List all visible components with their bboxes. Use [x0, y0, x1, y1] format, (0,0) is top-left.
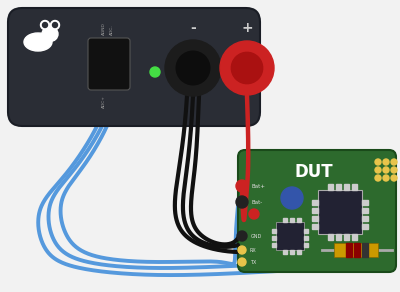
Circle shape [165, 40, 221, 96]
Circle shape [238, 258, 246, 266]
Bar [362, 224, 368, 229]
Circle shape [281, 187, 303, 209]
Circle shape [391, 159, 397, 165]
Ellipse shape [42, 27, 58, 41]
Circle shape [237, 231, 247, 241]
Bar [328, 184, 333, 190]
Ellipse shape [24, 33, 52, 51]
Bar [352, 234, 357, 240]
Bar [346, 243, 352, 257]
Bar [354, 243, 360, 257]
Circle shape [236, 196, 248, 208]
Bar [312, 224, 318, 229]
Bar [290, 218, 294, 222]
Circle shape [249, 209, 259, 219]
Bar [318, 190, 362, 234]
Bar [344, 184, 349, 190]
Text: -: - [190, 21, 196, 35]
Bar [297, 250, 301, 254]
Circle shape [375, 167, 381, 173]
Text: Bat-: Bat- [252, 199, 263, 204]
Bar [304, 229, 308, 233]
Bar [276, 222, 304, 250]
Bar [272, 243, 276, 247]
Bar [283, 218, 287, 222]
Circle shape [40, 20, 50, 29]
Text: Bat+: Bat+ [252, 183, 266, 189]
Bar [304, 236, 308, 240]
Circle shape [52, 22, 58, 27]
Circle shape [231, 52, 263, 84]
Bar [297, 218, 301, 222]
Bar [362, 208, 368, 213]
Circle shape [42, 22, 48, 27]
Bar [336, 234, 341, 240]
Bar [362, 243, 368, 257]
Bar [344, 234, 349, 240]
Text: DUT: DUT [294, 163, 333, 181]
Bar [362, 216, 368, 221]
Circle shape [383, 167, 389, 173]
Bar [312, 208, 318, 213]
Circle shape [176, 51, 210, 85]
Circle shape [383, 175, 389, 181]
Circle shape [375, 175, 381, 181]
Circle shape [391, 167, 397, 173]
Bar [272, 229, 276, 233]
Bar [328, 234, 333, 240]
Bar [272, 236, 276, 240]
Text: ADC-: ADC- [110, 24, 114, 35]
Circle shape [236, 180, 248, 192]
Bar [283, 250, 287, 254]
Text: GND: GND [251, 234, 262, 239]
Bar [362, 200, 368, 205]
FancyBboxPatch shape [88, 38, 130, 90]
Bar [352, 184, 357, 190]
FancyBboxPatch shape [8, 8, 260, 126]
Circle shape [238, 246, 246, 254]
Text: RX: RX [250, 248, 257, 253]
Text: ADC+: ADC+ [102, 95, 106, 108]
Circle shape [383, 159, 389, 165]
Circle shape [150, 67, 160, 77]
Bar [312, 216, 318, 221]
Bar [336, 184, 341, 190]
Text: TX: TX [250, 260, 256, 265]
Circle shape [220, 41, 274, 95]
Bar [312, 200, 318, 205]
Bar [334, 243, 378, 257]
Text: +: + [241, 21, 253, 35]
Bar [304, 243, 308, 247]
Circle shape [50, 20, 60, 29]
Circle shape [391, 175, 397, 181]
Text: AGND: AGND [102, 22, 106, 35]
Bar [290, 250, 294, 254]
Circle shape [375, 159, 381, 165]
FancyBboxPatch shape [238, 150, 396, 272]
